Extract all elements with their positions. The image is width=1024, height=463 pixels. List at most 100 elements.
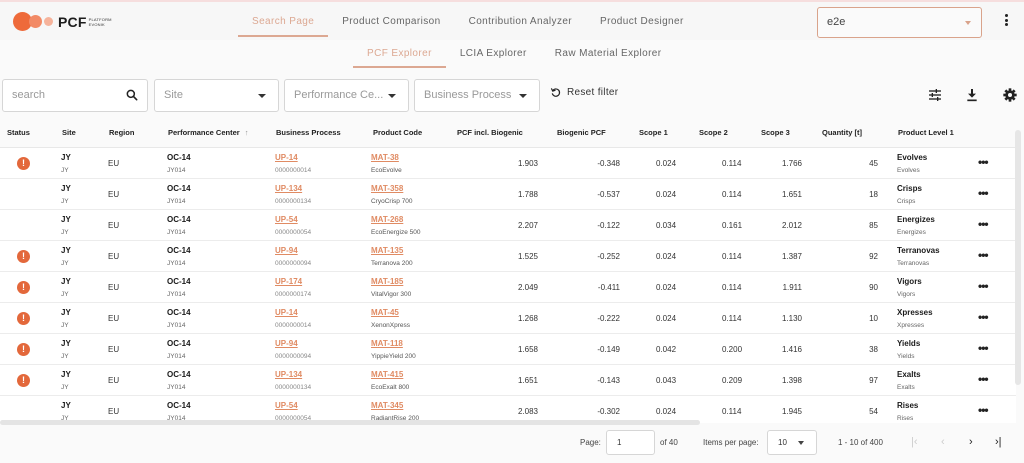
column-header-product-code[interactable]: Product Code [373,128,423,137]
page-number-input[interactable]: 1 [606,430,655,455]
reset-filter-button[interactable]: Reset filter [550,87,618,98]
row-actions-icon[interactable]: ••• [978,403,989,417]
download-icon[interactable] [964,87,980,103]
business-process-link[interactable]: UP-94 [275,339,298,348]
product-code-link[interactable]: MAT-135 [371,246,404,255]
row-actions-icon[interactable]: ••• [978,186,989,200]
search-input[interactable]: search [2,79,148,112]
product-code-link[interactable]: MAT-345 [371,401,404,410]
product-code-link[interactable]: MAT-38 [371,153,399,162]
business-process-link[interactable]: UP-94 [275,246,298,255]
business-process-id: 0000000134 [275,384,312,391]
last-page-icon[interactable]: ›| [995,436,1002,448]
business-process-link[interactable]: UP-14 [275,308,298,317]
column-header-scope-2[interactable]: Scope 2 [699,128,728,137]
site-code: JY [61,184,71,193]
column-header-region[interactable]: Region [109,128,135,137]
horizontal-scrollbar[interactable] [0,420,700,425]
table-row[interactable]: ! JY JY EU OC-14 JY014 UP-14 0000000014 MAT-45 Xe… [0,303,1016,334]
table-header: Status Site Region Performance Center ↑ … [0,120,1016,148]
row-actions-icon[interactable]: ••• [978,310,989,324]
tab-product-comparison[interactable]: Product Comparison [342,16,441,27]
table-row[interactable]: ! JY JY EU OC-14 JY014 UP-94 0000000094 MAT-118 Y… [0,334,1016,365]
scope-1-cell: 0.034 [656,221,677,230]
tune-icon[interactable] [927,87,943,103]
tab-raw-material-explorer[interactable]: Raw Material Explorer [554,48,662,59]
pcf-incl-biogenic-cell: 1.658 [517,345,538,354]
business-process-link[interactable]: UP-54 [275,401,298,410]
column-header-site[interactable]: Site [62,128,76,137]
business-process-select[interactable]: Business Process [414,79,540,112]
performance-center-sub: JY014 [167,291,186,298]
column-header-product-level-1[interactable]: Product Level 1 [898,128,954,137]
column-header-business-process[interactable]: Business Process [276,128,341,137]
product-name: Terranova 200 [371,260,413,267]
tab-product-designer[interactable]: Product Designer [600,16,684,27]
table-row[interactable]: JY JY EU OC-14 JY014 UP-134 0000000134 MAT-358 C… [0,179,1016,210]
column-header-status[interactable]: Status [7,128,30,137]
more-menu-icon[interactable] [1003,14,1009,28]
biogenic-pcf-cell: -0.122 [597,221,620,230]
scope-2-cell: 0.161 [722,221,743,230]
row-actions-icon[interactable]: ••• [978,341,989,355]
table-row[interactable]: ! JY JY EU OC-14 JY014 UP-14 0000000014 MAT-38 Ec… [0,148,1016,179]
column-header-biogenic-pcf[interactable]: Biogenic PCF [557,128,606,137]
product-code-link[interactable]: MAT-415 [371,370,404,379]
search-icon[interactable] [125,88,139,102]
table-row[interactable]: JY JY EU OC-14 JY014 UP-54 0000000054 MAT-345 Ra… [0,396,1016,423]
product-code-link[interactable]: MAT-118 [371,339,403,348]
business-process-link[interactable]: UP-174 [275,277,303,286]
previous-page-icon[interactable]: ‹ [941,436,945,448]
performance-center-code: OC-14 [167,277,191,286]
product-code-link[interactable]: MAT-185 [371,277,404,286]
gear-icon[interactable] [1002,87,1018,103]
biogenic-pcf-cell: -0.252 [597,252,620,261]
warning-status-icon[interactable]: ! [17,343,30,356]
row-actions-icon[interactable]: ••• [978,217,989,231]
column-header-scope-3[interactable]: Scope 3 [761,128,790,137]
column-header-quantity[interactable]: Quantity [t] [822,128,862,137]
scope-3-cell: 1.651 [781,190,802,199]
table-row[interactable]: ! JY JY EU OC-14 JY014 UP-174 0000000174 MAT-185… [0,272,1016,303]
product-level-1-sub: Crisps [897,198,916,205]
pcf-platform-logo[interactable]: PCF PLATFORM EVONIK [13,12,112,31]
business-process-link[interactable]: UP-14 [275,153,298,162]
performance-center-code: OC-14 [167,215,191,224]
product-code-link[interactable]: MAT-358 [371,184,404,193]
performance-center-select[interactable]: Performance Ce... [284,79,409,112]
column-header-pcf-incl-biogenic[interactable]: PCF incl. Biogenic [457,128,523,137]
row-actions-icon[interactable]: ••• [978,279,989,293]
warning-status-icon[interactable]: ! [17,281,30,294]
warning-status-icon[interactable]: ! [17,312,30,325]
items-per-page-select[interactable]: 10 [767,430,817,455]
first-page-icon[interactable]: |‹ [911,436,918,448]
performance-center-code: OC-14 [167,153,191,162]
product-code-link[interactable]: MAT-268 [371,215,404,224]
vertical-scrollbar[interactable] [1015,130,1021,385]
row-actions-icon[interactable]: ••• [978,248,989,262]
row-actions-icon[interactable]: ••• [978,372,989,386]
business-process-link[interactable]: UP-54 [275,215,298,224]
table-row[interactable]: ! JY JY EU OC-14 JY014 UP-94 0000000094 MAT-135 T… [0,241,1016,272]
site-select[interactable]: Site [154,79,279,112]
table-row[interactable]: ! JY JY EU OC-14 JY014 UP-134 0000000134 MAT-415… [0,365,1016,396]
business-process-link[interactable]: UP-134 [275,370,303,379]
warning-status-icon[interactable]: ! [17,374,30,387]
tab-pcf-explorer[interactable]: PCF Explorer [353,40,446,68]
performance-center-code: OC-14 [167,401,191,410]
product-code-link[interactable]: MAT-45 [371,308,399,317]
environment-select[interactable]: e2e [817,7,982,38]
column-header-scope-1[interactable]: Scope 1 [639,128,668,137]
chevron-down-icon [519,94,527,98]
business-process-link[interactable]: UP-134 [275,184,303,193]
column-header-performance-center[interactable]: Performance Center ↑ [168,120,249,148]
site-sub: JY [61,291,69,298]
row-actions-icon[interactable]: ••• [978,155,989,169]
next-page-icon[interactable]: › [969,436,973,448]
warning-status-icon[interactable]: ! [17,157,30,170]
tab-contribution-analyzer[interactable]: Contribution Analyzer [468,16,573,27]
warning-status-icon[interactable]: ! [17,250,30,263]
table-row[interactable]: JY JY EU OC-14 JY014 UP-54 0000000054 MAT-268 Ec… [0,210,1016,241]
tab-lcia-explorer[interactable]: LCIA Explorer [459,48,527,59]
tab-search-page[interactable]: Search Page [238,2,329,37]
